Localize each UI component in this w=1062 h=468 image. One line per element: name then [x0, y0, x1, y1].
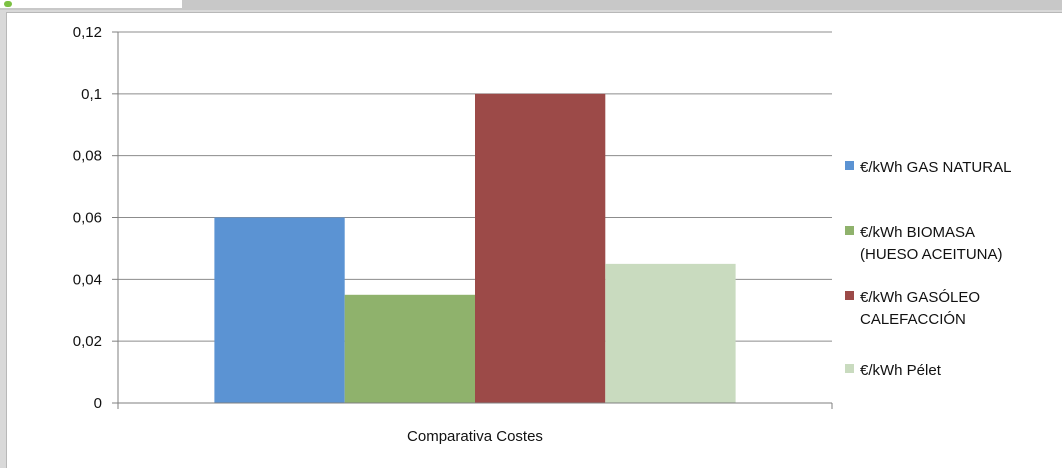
- legend-label: €/kWh BIOMASA: [860, 224, 975, 241]
- axes: [117, 32, 832, 404]
- legend: €/kWh GAS NATURAL €/kWh BIOMASA (HUESO ACE…: [845, 159, 1011, 379]
- y-tick-label: 0,12: [73, 24, 102, 41]
- y-tick-label: 0,06: [73, 210, 102, 227]
- bar: [605, 263, 736, 403]
- y-tick-label: 0,08: [73, 148, 102, 165]
- legend-label: (HUESO ACEITUNA): [860, 246, 1003, 263]
- bar: [475, 93, 606, 403]
- y-tick-labels: 0 0,02 0,04 0,06 0,08 0,1 0,12: [73, 24, 102, 412]
- y-tick-label: 0,1: [81, 86, 102, 103]
- legend-swatch: [845, 161, 854, 170]
- legend-label: €/kWh Pélet: [860, 362, 942, 379]
- window-tab[interactable]: [0, 0, 182, 8]
- bar: [214, 217, 345, 403]
- legend-swatch: [845, 364, 854, 373]
- x-category-labels: Comparativa Costes: [407, 428, 543, 445]
- bars: [214, 93, 736, 403]
- bar: [344, 294, 475, 403]
- legend-label: CALEFACCIÓN: [860, 311, 966, 328]
- app-icon: [4, 1, 12, 7]
- y-tick-label: 0: [94, 395, 102, 412]
- y-tick-label: 0,02: [73, 333, 102, 350]
- legend-swatch: [845, 226, 854, 235]
- legend-label: €/kWh GAS NATURAL: [860, 159, 1011, 176]
- y-tick-label: 0,04: [73, 271, 102, 288]
- legend-label: €/kWh GASÓLEO: [860, 289, 980, 306]
- x-category-label: Comparativa Costes: [407, 428, 543, 445]
- window-titlebar: [0, 0, 1062, 10]
- legend-swatch: [845, 291, 854, 300]
